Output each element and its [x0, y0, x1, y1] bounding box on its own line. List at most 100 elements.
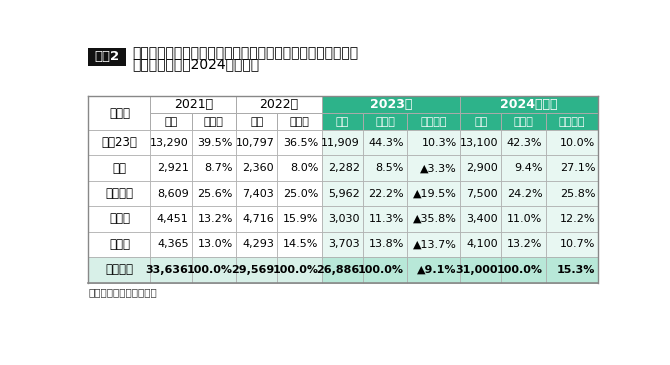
Bar [88, 155, 151, 181]
Bar [407, 155, 460, 181]
Bar [236, 181, 277, 206]
Text: 地域名: 地域名 [109, 107, 130, 120]
Text: 埼玉県: 埼玉県 [109, 212, 130, 226]
Bar [407, 232, 460, 257]
Bar [192, 232, 236, 257]
Bar [501, 181, 545, 206]
Text: 9.4%: 9.4% [514, 163, 543, 173]
Text: 構成比: 構成比 [204, 116, 224, 127]
Bar [407, 206, 460, 232]
Bar [88, 48, 125, 66]
Text: 4,293: 4,293 [243, 239, 274, 249]
Bar [407, 130, 460, 155]
Text: 44.3%: 44.3% [369, 138, 404, 148]
Text: 10.0%: 10.0% [560, 138, 595, 148]
Text: 8.0%: 8.0% [290, 163, 318, 173]
Text: ▲3.3%: ▲3.3% [420, 163, 457, 173]
Bar [88, 232, 151, 257]
Text: 13,290: 13,290 [150, 138, 189, 148]
Bar [151, 155, 192, 181]
Bar [192, 181, 236, 206]
Bar [501, 257, 545, 283]
Bar [545, 130, 598, 155]
Text: 構成比: 構成比 [289, 116, 310, 127]
Bar [151, 232, 192, 257]
Bar [363, 206, 407, 232]
Text: 都内23区: 都内23区 [101, 136, 137, 149]
Bar [236, 113, 277, 130]
Text: 2024年予測: 2024年予測 [500, 98, 558, 111]
Bar [460, 206, 501, 232]
Bar [84, 44, 603, 96]
Text: 39.5%: 39.5% [198, 138, 233, 148]
Bar [151, 113, 192, 130]
Text: 15.9%: 15.9% [283, 214, 318, 224]
Text: 100.0%: 100.0% [187, 265, 233, 275]
Bar [151, 181, 192, 206]
Text: 図表2: 図表2 [94, 50, 119, 64]
Bar [88, 181, 151, 206]
Bar [151, 206, 192, 232]
Bar [277, 113, 322, 130]
Text: 13.0%: 13.0% [198, 239, 233, 249]
Text: 26,886: 26,886 [316, 265, 360, 275]
Bar [151, 130, 192, 155]
Bar [363, 113, 407, 130]
Text: 首都圏計: 首都圏計 [105, 263, 133, 276]
Text: 33,636: 33,636 [146, 265, 189, 275]
Bar [363, 232, 407, 257]
Bar [277, 257, 322, 283]
Bar [277, 206, 322, 232]
Bar [236, 257, 277, 283]
Bar [236, 232, 277, 257]
Bar [460, 113, 501, 130]
Bar [151, 96, 236, 113]
Bar [501, 232, 545, 257]
Text: 神奈川県: 神奈川県 [105, 187, 133, 200]
Bar [322, 206, 363, 232]
Text: 7,500: 7,500 [466, 189, 498, 199]
Text: 14.5%: 14.5% [283, 239, 318, 249]
Text: 42.3%: 42.3% [507, 138, 543, 148]
Text: 22.2%: 22.2% [369, 189, 404, 199]
Bar [277, 130, 322, 155]
Bar [88, 96, 151, 130]
Bar [460, 155, 501, 181]
Text: 2,900: 2,900 [466, 163, 498, 173]
Text: 5,962: 5,962 [328, 189, 360, 199]
Bar [236, 155, 277, 181]
Text: 戸数: 戸数 [474, 116, 487, 127]
Text: 8,609: 8,609 [157, 189, 189, 199]
Bar [363, 130, 407, 155]
Text: 36.5%: 36.5% [283, 138, 318, 148]
Text: 10,797: 10,797 [235, 138, 274, 148]
Bar [322, 96, 460, 113]
Text: 4,100: 4,100 [466, 239, 498, 249]
Bar [545, 113, 598, 130]
Bar [501, 155, 545, 181]
Bar [407, 181, 460, 206]
Text: 3,400: 3,400 [466, 214, 498, 224]
Bar [407, 113, 460, 130]
Bar [363, 155, 407, 181]
Bar [322, 232, 363, 257]
Text: 100.0%: 100.0% [273, 265, 318, 275]
Text: 100.0%: 100.0% [358, 265, 404, 275]
Text: 出所：長谷工総合研究所: 出所：長谷工総合研究所 [88, 287, 157, 297]
Bar [192, 155, 236, 181]
Bar [322, 130, 363, 155]
Text: 戸数: 戸数 [336, 116, 349, 127]
Text: 12.2%: 12.2% [559, 214, 595, 224]
Text: 2,360: 2,360 [243, 163, 274, 173]
Bar [501, 206, 545, 232]
Text: 構成比: 構成比 [513, 116, 533, 127]
Text: 4,716: 4,716 [243, 214, 274, 224]
Text: 構成比: 構成比 [375, 116, 395, 127]
Bar [545, 257, 598, 283]
Text: 13.8%: 13.8% [369, 239, 404, 249]
Text: 10.3%: 10.3% [421, 138, 457, 148]
Text: 千葉県: 千葉県 [109, 238, 130, 251]
Text: 4,365: 4,365 [157, 239, 189, 249]
Text: 27.1%: 27.1% [559, 163, 595, 173]
Text: 2021年: 2021年 [174, 98, 213, 111]
